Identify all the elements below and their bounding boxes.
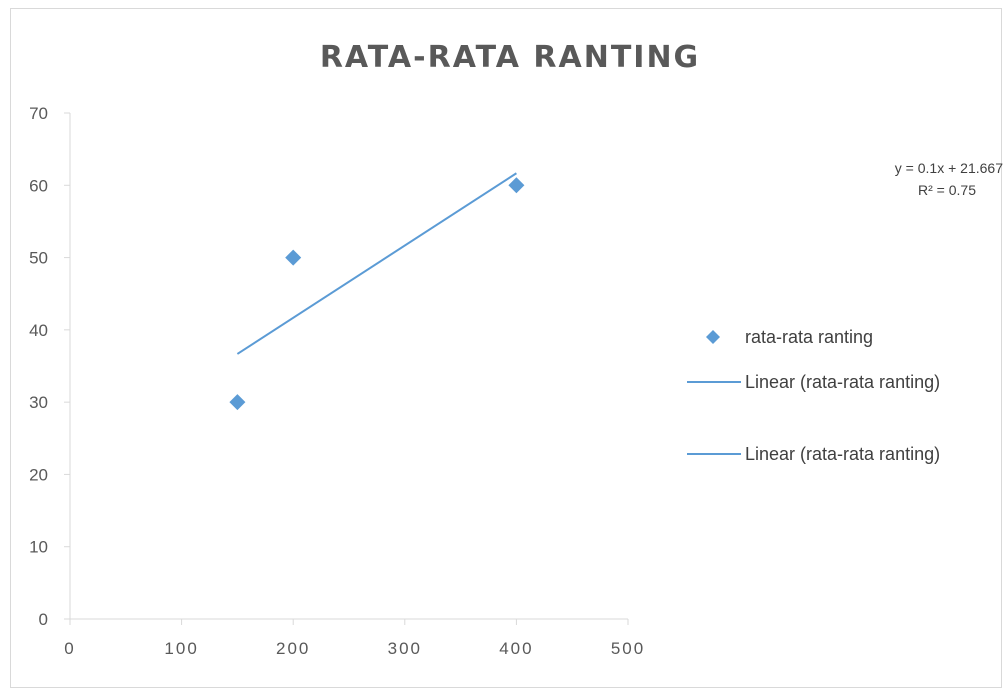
x-tick-label: 0 (64, 639, 75, 658)
data-point (285, 249, 302, 266)
legend-diamond-icon (706, 330, 720, 344)
legend-item: Linear (rata-rata ranting) (687, 372, 940, 392)
legend: rata-rata ranting Linear (rata-rata ranti… (687, 327, 940, 464)
legend-label: rata-rata ranting (745, 327, 873, 347)
data-point (508, 177, 525, 194)
x-tick-label: 100 (164, 639, 198, 658)
data-point (229, 394, 246, 411)
y-tick-label: 60 (29, 176, 48, 195)
plot-area: 0 10 20 30 40 50 60 70 0 100 200 300 400 500 (29, 104, 645, 658)
legend-item: rata-rata ranting (706, 327, 873, 347)
x-tick-label: 300 (388, 639, 422, 658)
legend-item: Linear (rata-rata ranting) (687, 444, 940, 464)
y-tick-label: 10 (29, 538, 48, 557)
legend-label: Linear (rata-rata ranting) (745, 372, 940, 392)
y-tick-label: 0 (39, 610, 48, 629)
chart-svg: RATA-RATA RANTING 0 10 20 30 40 50 60 70 0 100 20… (29, 40, 1003, 658)
y-tick-label: 70 (29, 104, 48, 123)
x-tick-label: 500 (611, 639, 645, 658)
trendline-layer (236, 172, 517, 355)
equation-text: y = 0.1x + 21.667 (895, 160, 1003, 176)
x-tick-label: 400 (499, 639, 533, 658)
r-squared-text: R² = 0.75 (918, 182, 976, 198)
trendline (236, 172, 517, 355)
chart-frame (10, 8, 1002, 688)
legend-label: Linear (rata-rata ranting) (745, 444, 940, 464)
y-tick-label: 30 (29, 393, 48, 412)
trendline-equation: y = 0.1x + 21.667 R² = 0.75 (895, 160, 1003, 198)
x-axis-ticks: 0 100 200 300 400 500 (64, 619, 645, 658)
y-tick-label: 20 (29, 465, 48, 484)
y-tick-label: 40 (29, 321, 48, 340)
points-layer (229, 177, 525, 411)
chart-title: RATA-RATA RANTING (320, 40, 700, 75)
y-tick-label: 50 (29, 249, 48, 268)
y-axis-ticks: 0 10 20 30 40 50 60 70 (29, 104, 70, 629)
x-tick-label: 200 (276, 639, 310, 658)
